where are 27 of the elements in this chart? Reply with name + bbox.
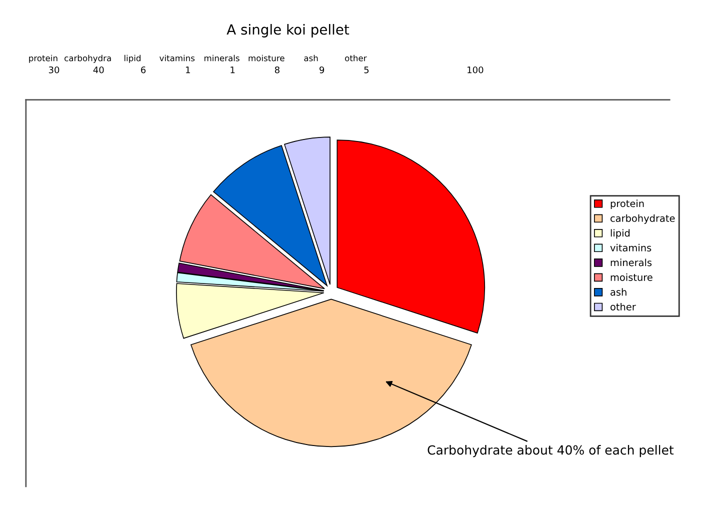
text: 30 bbox=[48, 66, 60, 74]
text: protein bbox=[29, 54, 58, 63]
text: 6 bbox=[141, 66, 146, 74]
text: vitamins bbox=[160, 54, 195, 62]
legend-label: moisture bbox=[610, 273, 652, 281]
legend-label: other bbox=[610, 302, 636, 310]
legend-label: minerals bbox=[610, 258, 652, 266]
legend-label: carbohydrate bbox=[610, 214, 675, 224]
text: minerals bbox=[204, 54, 240, 62]
text: lipid bbox=[124, 54, 140, 63]
text: moisture bbox=[248, 54, 284, 62]
legend-label: vitamins bbox=[610, 244, 652, 252]
chart-title: A single koi pellet bbox=[226, 24, 350, 38]
legend-label: protein bbox=[610, 200, 644, 210]
legend-label: ash bbox=[610, 288, 626, 296]
text: 40 bbox=[93, 66, 104, 74]
text: 1 bbox=[230, 66, 235, 74]
text: ash bbox=[304, 54, 318, 62]
text: Carbohydrate about 40% of each pellet bbox=[428, 445, 674, 458]
text: 1 bbox=[186, 66, 190, 74]
text: other bbox=[345, 54, 367, 62]
text: 5 bbox=[364, 66, 369, 74]
text: 9 bbox=[320, 66, 324, 74]
text: 8 bbox=[274, 66, 280, 74]
legend-label: lipid bbox=[610, 229, 630, 239]
text: 100 bbox=[468, 66, 484, 74]
text: carbohydra bbox=[64, 54, 111, 63]
